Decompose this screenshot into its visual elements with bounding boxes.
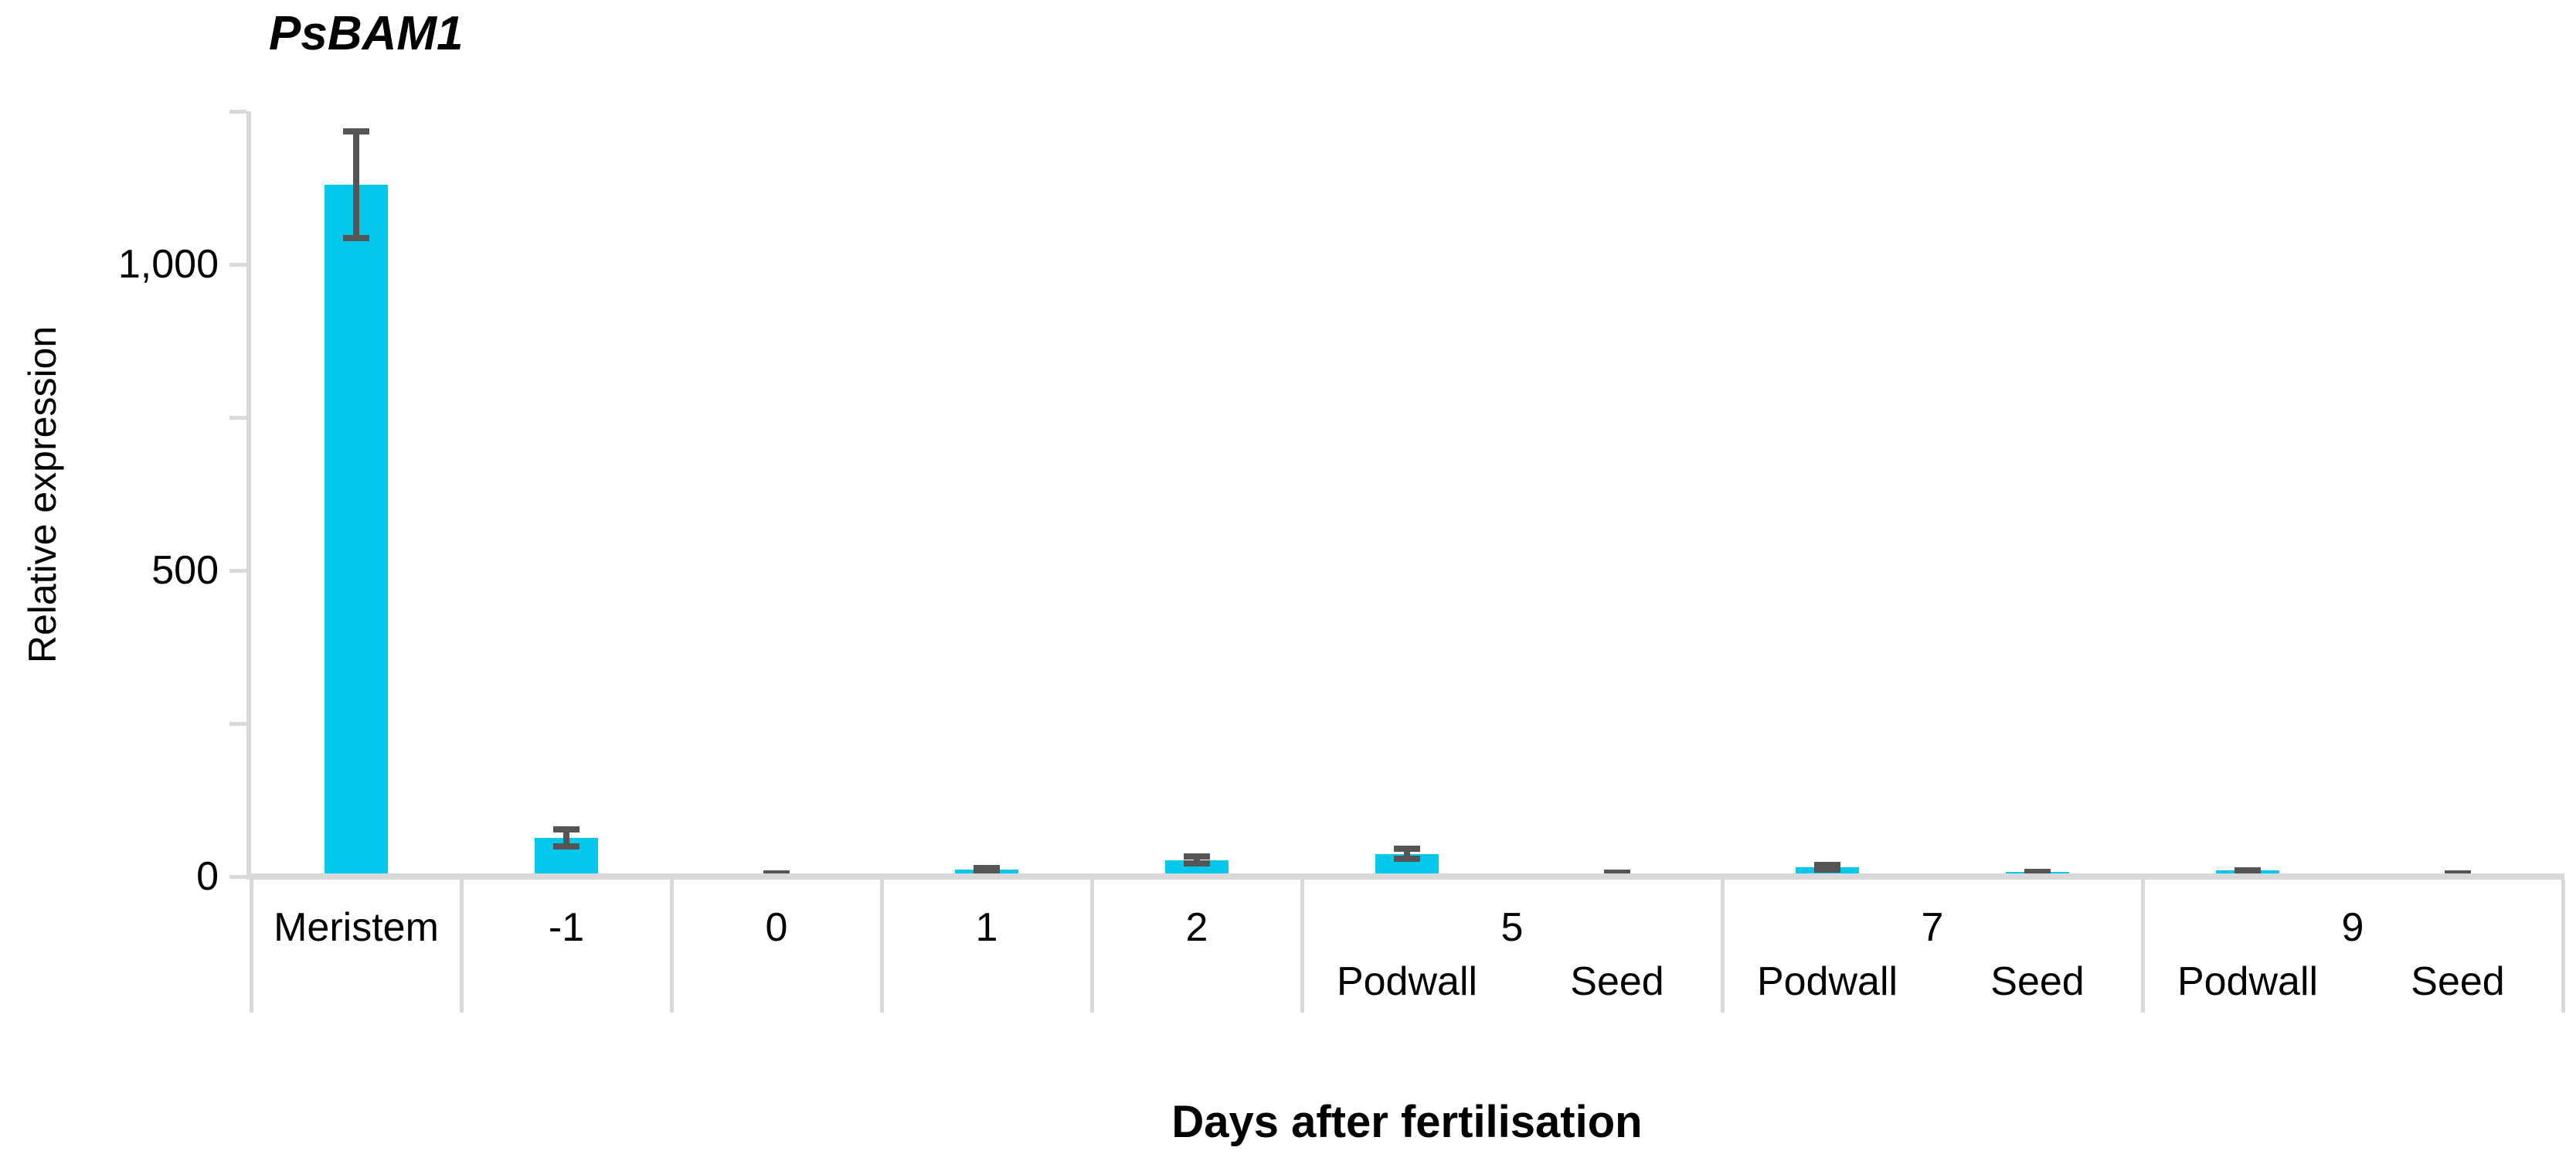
error-bar-cap-top [1184, 853, 1210, 860]
error-bar-cap-top [1814, 861, 1840, 868]
error-bar-cap-bottom [974, 867, 1000, 874]
error-bar [343, 128, 369, 241]
y-axis-tick [229, 415, 246, 420]
x-axis-title: Days after fertilisation [1171, 1097, 1643, 1147]
category-label: 9 [2341, 905, 2364, 950]
chart-title: PsBAM1 [269, 7, 464, 60]
error-bar-cap-bottom [553, 843, 579, 850]
y-axis-tick [229, 874, 246, 879]
bar [1165, 860, 1229, 877]
error-bar-stem [1404, 846, 1410, 862]
error-bar-cap-bottom [1394, 855, 1420, 862]
error-bar-cap-bottom [1184, 860, 1210, 867]
error-bar [1394, 846, 1420, 862]
category-separator [669, 880, 674, 1013]
error-bar-cap-top [1394, 846, 1420, 853]
category-label: 2 [1185, 905, 1208, 950]
bar [325, 185, 388, 877]
error-bar [1184, 853, 1210, 867]
error-bar-cap-bottom [1814, 866, 1840, 873]
error-bar-cap-top [553, 826, 579, 833]
category-label: 5 [1500, 905, 1524, 950]
category-sublabel: Podwall [1336, 959, 1478, 1004]
category-separator [879, 880, 884, 1013]
category-separator [249, 880, 253, 1013]
y-axis-tick [229, 568, 246, 573]
plot-area: 0 500 1,000 Meristem -1 0 1 2 Podwall Seed 5 Podwal… [118, 109, 2565, 1013]
y-tick-label: 1,000 [117, 242, 219, 287]
error-bar-cap-bottom [343, 234, 369, 241]
error-bar [553, 826, 579, 850]
error-bar-stem [563, 826, 569, 850]
category-label: 7 [1921, 905, 1944, 950]
category-label: 1 [975, 905, 998, 950]
category-separator [1300, 880, 1304, 1013]
category-sublabel: Podwall [1756, 959, 1898, 1004]
category-label: Meristem [274, 905, 439, 950]
y-axis-title: Relative expression [21, 325, 64, 664]
y-axis-tick [229, 109, 246, 114]
category-sublabel: Podwall [2177, 959, 2319, 1004]
error-bar-cap-bottom [2024, 868, 2051, 875]
y-tick-label: 500 [151, 548, 219, 593]
y-tick-label: 0 [196, 854, 219, 899]
category-label: 0 [765, 905, 788, 950]
category-separator [2561, 880, 2565, 1013]
category-separator [1720, 880, 1725, 1013]
x-axis-line [246, 873, 2564, 880]
category-sublabel: Seed [2411, 959, 2505, 1004]
error-bar-stem [353, 128, 359, 241]
y-axis-tick [229, 262, 246, 267]
error-bar-cap-bottom [2445, 870, 2471, 877]
y-axis-line [246, 111, 251, 880]
category-separator [1089, 880, 1094, 1013]
category-sublabel: Seed [1990, 959, 2085, 1004]
y-axis-tick [229, 721, 246, 726]
error-bar-cap-top [343, 128, 369, 135]
error-bar-cap-bottom [2234, 867, 2261, 874]
category-label: -1 [548, 905, 585, 950]
error-bar [1814, 861, 1840, 873]
category-sublabel: Seed [1570, 959, 1664, 1004]
error-bar [974, 864, 1000, 874]
category-separator [459, 880, 464, 1013]
error-bar [2024, 868, 2051, 875]
error-bar-cap-bottom [763, 870, 790, 877]
category-separator [2140, 880, 2145, 1013]
error-bar-stem [1194, 853, 1200, 867]
error-bar [2234, 867, 2261, 874]
error-bar-cap-bottom [1604, 870, 1630, 877]
